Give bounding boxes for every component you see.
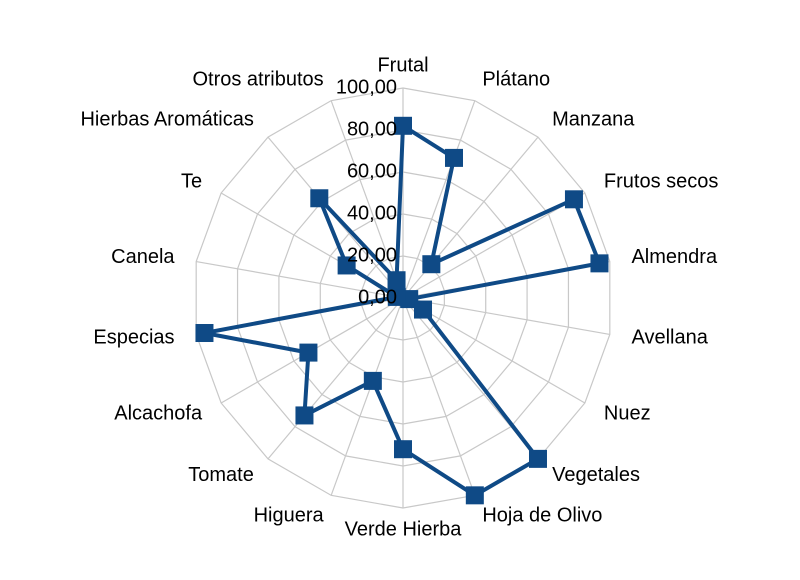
tick-label: 40,00 xyxy=(347,202,397,224)
category-label: Manzana xyxy=(552,109,635,131)
spoke xyxy=(402,100,476,299)
marker xyxy=(337,256,356,275)
spoke xyxy=(330,100,404,299)
category-label: Frutos secos xyxy=(604,170,718,192)
spoke xyxy=(402,297,610,336)
marker xyxy=(363,371,382,390)
category-label: Higuera xyxy=(254,504,325,526)
spoke xyxy=(330,297,404,496)
marker xyxy=(465,486,484,505)
category-label: Almendra xyxy=(631,246,717,268)
category-label: Canela xyxy=(111,246,175,268)
marker xyxy=(564,190,583,209)
category-label: Te xyxy=(181,170,202,192)
marker xyxy=(295,406,314,425)
marker xyxy=(422,255,441,274)
marker xyxy=(299,343,318,362)
spoke xyxy=(402,192,586,299)
spoke xyxy=(402,297,476,496)
series-line xyxy=(202,123,602,498)
tick-label: 80,00 xyxy=(347,118,397,140)
category-label: Especias xyxy=(93,327,174,349)
marker xyxy=(444,148,463,167)
spoke xyxy=(267,297,404,460)
category-label: Vegetales xyxy=(552,464,640,486)
marker xyxy=(414,300,433,319)
marker xyxy=(387,271,406,290)
category-label: Verde Hierba xyxy=(345,518,463,540)
category-label: Alcachofa xyxy=(114,402,203,424)
category-label: Avellana xyxy=(631,327,708,349)
category-label: Plátano xyxy=(482,68,550,90)
spoke xyxy=(402,297,586,404)
marker xyxy=(310,189,329,208)
marker xyxy=(387,287,406,306)
marker xyxy=(394,116,412,135)
marker xyxy=(528,449,547,468)
spoke xyxy=(196,260,404,299)
category-label: Nuez xyxy=(604,402,651,424)
category-label: Hierbas Aromáticas xyxy=(80,109,253,131)
tick-label: 20,00 xyxy=(347,244,397,266)
category-label: Frutal xyxy=(377,54,428,76)
tick-label: 0,00 xyxy=(358,286,397,308)
tick-label: 100,00 xyxy=(336,76,397,98)
category-label: Otros atributos xyxy=(192,68,323,90)
marker xyxy=(394,440,412,459)
marker xyxy=(195,324,214,343)
marker xyxy=(590,254,609,273)
category-label: Tomate xyxy=(188,464,254,486)
tick-label: 60,00 xyxy=(347,160,397,182)
category-label: Hoja de Olivo xyxy=(482,504,602,526)
